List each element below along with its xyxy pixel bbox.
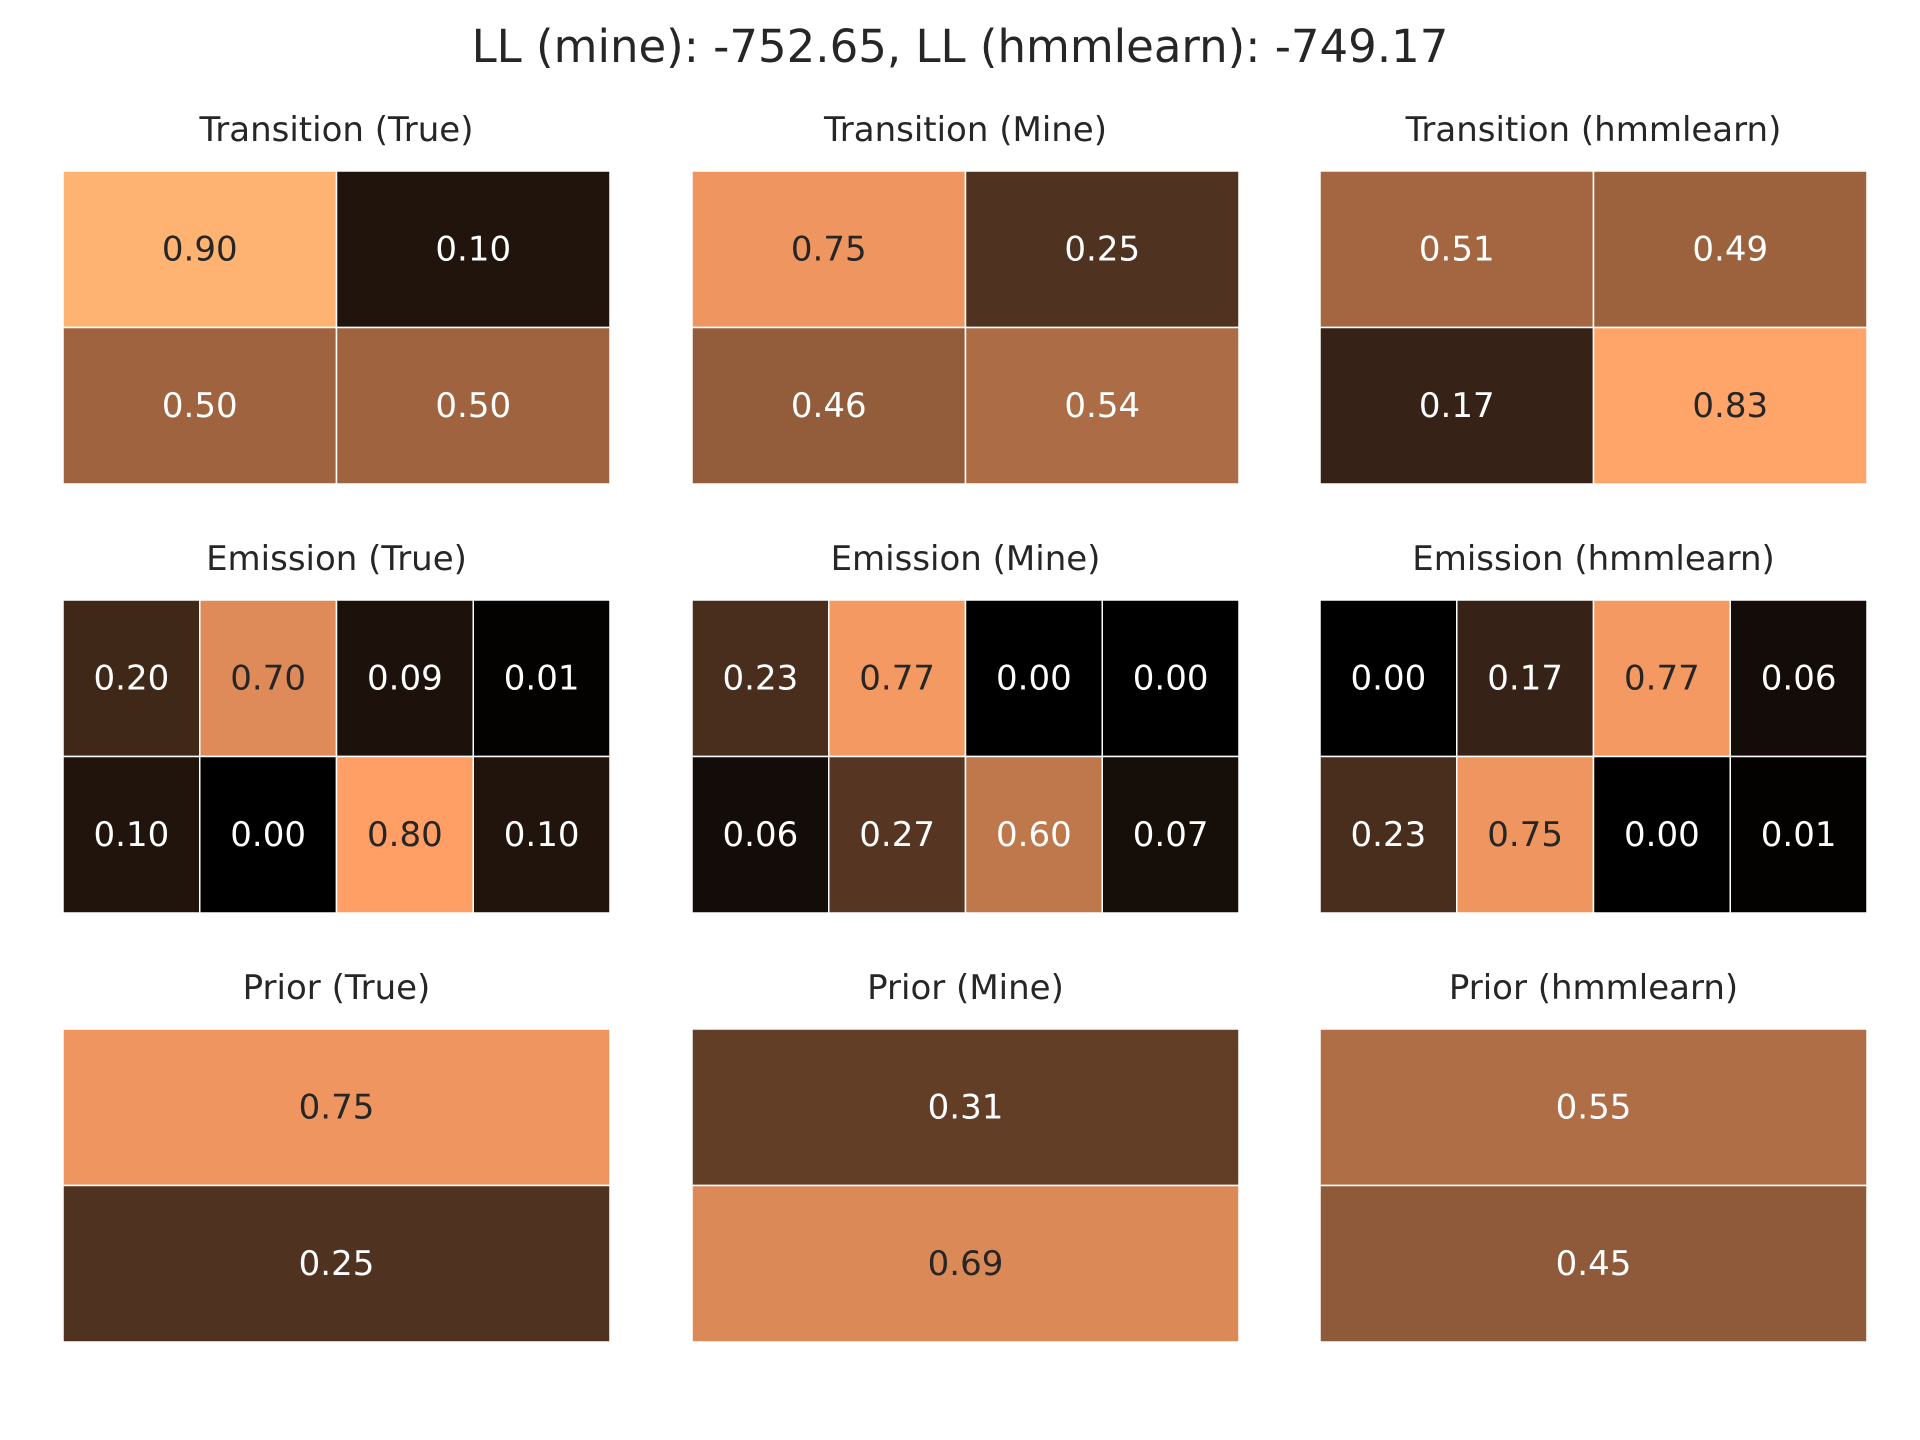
heatmap-cell-label: 0.80 xyxy=(367,815,443,855)
heatmap-cell xyxy=(62,1028,611,1187)
heatmap-cell xyxy=(472,755,611,914)
heatmap-cell xyxy=(691,326,967,485)
panel-title: Emission (Mine) xyxy=(831,539,1101,579)
heatmap-cell xyxy=(691,1184,1240,1343)
heatmap-cell xyxy=(1101,599,1240,758)
heatmap-cell-label: 0.00 xyxy=(1133,658,1209,698)
heatmap-cell xyxy=(964,170,1240,329)
heatmap-cell-label: 0.46 xyxy=(791,386,867,426)
heatmap-cell-label: 0.90 xyxy=(162,229,238,269)
heatmap-cell xyxy=(335,599,474,758)
heatmap-cell xyxy=(964,755,1103,914)
heatmap-cell-label: 0.75 xyxy=(1487,815,1563,855)
heatmap-cell-label: 0.70 xyxy=(230,658,306,698)
heatmap-cell xyxy=(335,755,474,914)
heatmap-cell-label: 0.27 xyxy=(859,815,935,855)
heatmap-cell xyxy=(62,326,338,485)
heatmap-panel: Transition (Mine) 0.75 0.25 0.46 0.54 xyxy=(691,110,1240,485)
heatmap-cell-label: 0.00 xyxy=(996,658,1072,698)
heatmap-cell-label: 0.00 xyxy=(1351,658,1427,698)
heatmap-cell-label: 0.09 xyxy=(367,658,443,698)
heatmap-cell-label: 0.20 xyxy=(94,658,170,698)
panel-title: Transition (hmmlearn) xyxy=(1405,110,1782,150)
heatmap-cell-label: 0.45 xyxy=(1556,1244,1632,1284)
heatmap-grid: Transition (True)0.90 0.100.50 0.50Transit… xyxy=(62,110,1868,1343)
heatmap-cell xyxy=(1592,170,1868,329)
heatmap-cell-label: 0.00 xyxy=(230,815,306,855)
heatmap-cell-label: 0.00 xyxy=(1624,815,1700,855)
heatmap-cell-label: 0.31 xyxy=(928,1087,1004,1127)
heatmap-cell-label: 0.07 xyxy=(1133,815,1209,855)
heatmap-cell-label: 0.23 xyxy=(1351,815,1427,855)
heatmap-cell xyxy=(1592,326,1868,485)
heatmap-cell-label: 0.75 xyxy=(791,229,867,269)
heatmap-panel: Emission (hmmlearn) 0.00 0.17 0.77 0.06 0.23 0… xyxy=(1319,539,1868,914)
heatmap-cell-label: 0.10 xyxy=(94,815,170,855)
heatmap-panel: Prior (True) 0.75 0.25 xyxy=(62,968,611,1343)
heatmap-panel: Emission (True) 0.20 0.70 0.09 0.01 0.10 0.00 0… xyxy=(62,539,611,914)
heatmap-cell-label: 0.60 xyxy=(996,815,1072,855)
heatmap-cell-label: 0.01 xyxy=(1761,815,1837,855)
heatmap-cell-label: 0.75 xyxy=(299,1087,375,1127)
panel-title: Prior (hmmlearn) xyxy=(1449,968,1738,1008)
heatmap-cell xyxy=(964,326,1240,485)
heatmap-cell-label: 0.54 xyxy=(1064,386,1140,426)
heatmap-cell-label: 0.17 xyxy=(1419,386,1495,426)
heatmap-cell xyxy=(691,755,830,914)
panel-title: Prior (True) xyxy=(243,968,431,1008)
panel-title: Emission (hmmlearn) xyxy=(1412,539,1775,579)
heatmap-cell xyxy=(828,599,967,758)
heatmap-cell-label: 0.55 xyxy=(1556,1087,1632,1127)
heatmap-cell xyxy=(1319,599,1458,758)
heatmap-cell xyxy=(472,599,611,758)
heatmap-cell-label: 0.83 xyxy=(1692,386,1768,426)
heatmap-panel: Transition (hmmlearn) 0.51 0.49 0.17 0.83 xyxy=(1319,110,1868,485)
heatmap-cell-label: 0.23 xyxy=(723,658,799,698)
panel-title: Emission (True) xyxy=(206,539,467,579)
panel-title: Transition (Mine) xyxy=(823,110,1107,150)
heatmap-cell xyxy=(62,755,201,914)
heatmap-cell-label: 0.01 xyxy=(504,658,580,698)
heatmap-cell xyxy=(62,1184,611,1343)
heatmap-cell xyxy=(335,170,611,329)
heatmap-cell-label: 0.51 xyxy=(1419,229,1495,269)
heatmap-cell xyxy=(335,326,611,485)
heatmap-cell-label: 0.06 xyxy=(1761,658,1837,698)
heatmap-cell xyxy=(1319,1184,1868,1343)
heatmap-cell-label: 0.50 xyxy=(162,386,238,426)
heatmap-cell-label: 0.17 xyxy=(1487,658,1563,698)
heatmap-cell xyxy=(691,170,967,329)
heatmap-cell-label: 0.10 xyxy=(435,229,511,269)
heatmap-cell xyxy=(691,1028,1240,1187)
panel-title: Prior (Mine) xyxy=(867,968,1064,1008)
heatmap-cell xyxy=(1101,755,1240,914)
heatmap-panel: Prior (hmmlearn) 0.55 0.45 xyxy=(1319,968,1868,1343)
heatmap-cell xyxy=(62,170,338,329)
figure-title: LL (mine): -752.65, LL (hmmlearn): -749.… xyxy=(472,20,1449,73)
heatmap-cell-label: 0.69 xyxy=(928,1244,1004,1284)
heatmap-cell-label: 0.25 xyxy=(1064,229,1140,269)
heatmap-cell-label: 0.49 xyxy=(1692,229,1768,269)
heatmap-cell-label: 0.06 xyxy=(723,815,799,855)
heatmap-cell-label: 0.50 xyxy=(435,386,511,426)
heatmap-cell xyxy=(199,599,338,758)
heatmap-cell xyxy=(1729,755,1868,914)
heatmap-cell xyxy=(964,599,1103,758)
heatmap-cell xyxy=(1592,599,1731,758)
heatmap-cell xyxy=(1592,755,1731,914)
heatmap-cell xyxy=(62,599,201,758)
heatmap-panel: Emission (Mine) 0.23 0.77 0.00 0.00 0.06 0.27 0… xyxy=(691,539,1240,914)
heatmap-cell-label: 0.10 xyxy=(504,815,580,855)
heatmap-cell xyxy=(199,755,338,914)
heatmap-cell-label: 0.77 xyxy=(859,658,935,698)
heatmap-cell-label: 0.77 xyxy=(1624,658,1700,698)
heatmap-panel: Transition (True) 0.90 0.10 0.50 0.50 xyxy=(62,110,611,485)
heatmap-cell xyxy=(1456,755,1595,914)
heatmap-cell xyxy=(691,599,830,758)
heatmap-panel: Prior (Mine) 0.31 0.69 xyxy=(691,968,1240,1343)
heatmap-cell-label: 0.25 xyxy=(299,1244,375,1284)
panel-title: Transition (True) xyxy=(199,110,474,150)
